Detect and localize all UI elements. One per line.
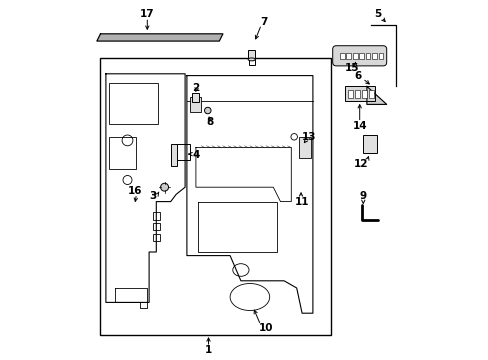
Bar: [152, 234, 160, 241]
Ellipse shape: [247, 58, 255, 61]
Bar: [247, 50, 255, 59]
Bar: [344, 86, 374, 101]
Text: 8: 8: [206, 117, 213, 127]
Bar: [365, 53, 370, 59]
Text: 15: 15: [345, 63, 359, 73]
Text: 6: 6: [353, 71, 361, 81]
Text: 1: 1: [204, 345, 212, 355]
Ellipse shape: [160, 183, 168, 191]
Text: 14: 14: [352, 121, 366, 131]
Bar: [192, 93, 199, 102]
Bar: [176, 144, 189, 160]
Bar: [371, 53, 376, 59]
Bar: [347, 90, 352, 98]
Text: 13: 13: [302, 132, 316, 142]
Text: 11: 11: [294, 197, 309, 207]
Bar: [346, 53, 350, 59]
Bar: [109, 137, 136, 169]
Bar: [339, 53, 344, 59]
Text: 3: 3: [149, 191, 156, 201]
Text: 5: 5: [373, 9, 381, 19]
Polygon shape: [97, 34, 223, 41]
Bar: [248, 59, 254, 65]
Text: 9: 9: [359, 191, 366, 201]
Bar: [368, 90, 374, 98]
Bar: [298, 137, 310, 158]
Bar: [152, 223, 160, 230]
Text: 10: 10: [258, 323, 273, 333]
Text: 17: 17: [140, 9, 154, 19]
Bar: [190, 97, 201, 112]
Bar: [363, 135, 376, 153]
Text: 7: 7: [260, 17, 267, 27]
FancyBboxPatch shape: [332, 46, 386, 66]
Text: 16: 16: [127, 186, 142, 196]
Bar: [378, 53, 383, 59]
Bar: [352, 53, 357, 59]
Bar: [359, 53, 363, 59]
Bar: [170, 144, 177, 166]
Bar: [109, 83, 158, 124]
Ellipse shape: [204, 107, 211, 114]
Bar: [101, 58, 330, 335]
Bar: [362, 90, 366, 98]
Text: 4: 4: [192, 150, 199, 160]
Bar: [354, 90, 359, 98]
Text: 12: 12: [353, 159, 368, 169]
Bar: [152, 212, 160, 220]
Text: 2: 2: [192, 83, 199, 93]
Polygon shape: [366, 86, 386, 104]
